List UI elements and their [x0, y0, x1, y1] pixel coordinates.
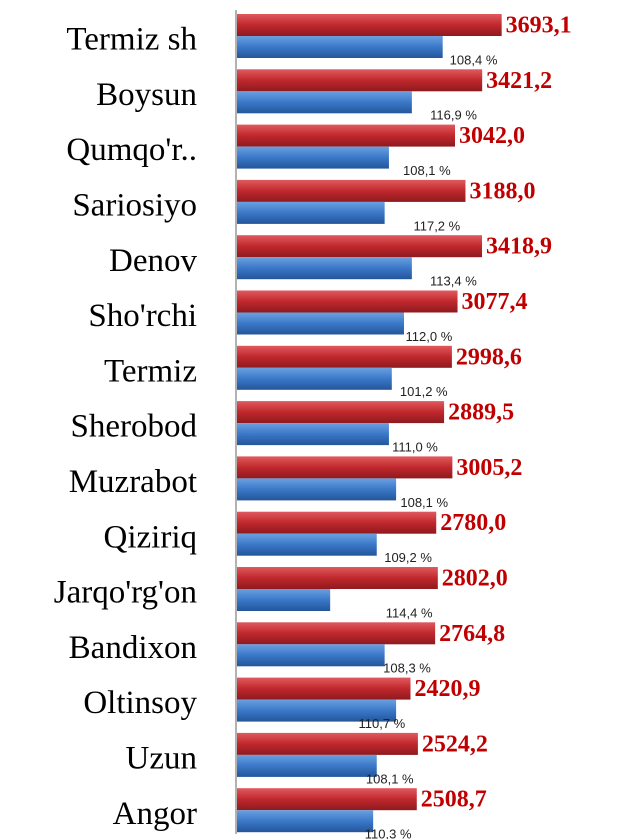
value-label: 3042,0 [459, 123, 525, 149]
value-label: 3418,9 [486, 234, 552, 260]
growth-label: 114,4 % [386, 605, 433, 620]
growth-label: 101,2 % [400, 384, 448, 399]
value-label: 3005,2 [456, 455, 522, 481]
value-label: 2780,0 [440, 510, 506, 536]
category-label: Jarqo'rg'on [54, 575, 197, 611]
bar [237, 533, 377, 556]
growth-label: 108,3 % [383, 661, 431, 676]
category-label: Qumqo'r.. [66, 132, 197, 168]
bar [237, 677, 411, 700]
bar [237, 14, 502, 36]
value-label: 2998,6 [456, 344, 522, 370]
bar [237, 478, 397, 501]
category-label: Oltinsoy [83, 685, 197, 721]
growth-label: 108,4 % [450, 52, 498, 67]
growth-label: 117,2 % [413, 218, 460, 233]
bar [237, 179, 466, 202]
value-label: 3421,2 [486, 68, 552, 94]
value-label: 2524,2 [422, 731, 488, 757]
bar [237, 146, 389, 169]
bar [237, 732, 418, 755]
category-label: Termiz sh [66, 22, 197, 58]
bar [237, 511, 437, 534]
value-label: 2764,8 [439, 621, 505, 647]
category-label: Uzun [126, 740, 197, 776]
bar [237, 257, 412, 280]
bar [237, 699, 397, 722]
growth-label: 108,1 % [403, 163, 451, 178]
bar [237, 367, 392, 390]
growth-label: 110,3 % [365, 827, 412, 839]
growth-label: 110,7 % [358, 716, 405, 731]
category-label: Denov [109, 243, 197, 279]
bar [237, 567, 438, 589]
bar [237, 345, 452, 368]
growth-label: 113,4 % [430, 274, 477, 289]
bar [237, 622, 436, 645]
bar [237, 810, 374, 833]
bar [237, 456, 453, 479]
value-label: 2508,7 [421, 787, 487, 813]
category-label: Angor [113, 796, 197, 832]
value-label: 2420,9 [414, 676, 480, 702]
category-label: Bandixon [69, 630, 197, 666]
growth-label: 112,0 % [406, 329, 453, 344]
category-label: Qiziriq [104, 519, 197, 555]
bar [237, 754, 377, 777]
growth-label: 109,2 % [384, 550, 432, 565]
growth-label: 108,1 % [366, 771, 414, 786]
bar [237, 124, 456, 147]
category-label: Muzrabot [69, 464, 197, 500]
bar [237, 644, 385, 667]
category-label: Sariosiyo [72, 187, 197, 223]
category-label: Sherobod [71, 409, 198, 445]
bar [237, 36, 443, 58]
bar [237, 788, 417, 811]
growth-label: 116,9 % [430, 108, 477, 123]
bar [237, 290, 458, 313]
category-label: Boysun [96, 77, 197, 113]
bar [237, 69, 483, 92]
category-label: Sho'rchi [88, 298, 197, 334]
growth-label: 108,1 % [400, 495, 448, 510]
bar [237, 423, 389, 446]
bar [237, 91, 412, 114]
category-label: Termiz [104, 353, 197, 389]
value-label: 3693,1 [506, 13, 572, 39]
value-label: 3077,4 [462, 289, 528, 315]
value-label: 3188,0 [469, 178, 535, 204]
value-label: 2889,5 [448, 400, 514, 426]
bar [237, 235, 483, 258]
bar [237, 312, 404, 335]
bar [237, 401, 445, 424]
bar [237, 201, 385, 224]
growth-label: 111,0 % [392, 440, 438, 455]
bar [237, 589, 331, 611]
value-label: 2802,0 [442, 566, 508, 592]
